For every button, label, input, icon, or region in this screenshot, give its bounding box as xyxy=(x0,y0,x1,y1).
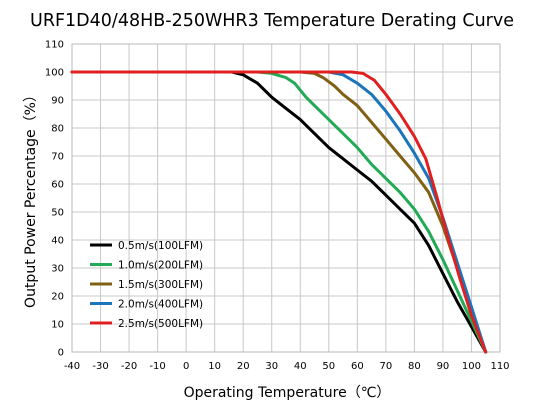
legend-label: 0.5m/s(100LFM) xyxy=(118,240,203,252)
tick-labels: -40 -30 -20 -10 0 10 20 30 40 50 60 70 80 90 100 110 0 10… xyxy=(45,40,510,373)
x-tick-label: 20 xyxy=(237,361,250,372)
x-tick-label: -20 xyxy=(121,361,137,372)
legend-label: 1.0m/s(200LFM) xyxy=(118,260,203,272)
y-tick-label: 110 xyxy=(45,40,64,51)
y-tick-label: 0 xyxy=(58,348,64,359)
y-tick-label: 70 xyxy=(51,152,64,163)
x-tick-label: 60 xyxy=(351,361,364,372)
x-tick-label: 40 xyxy=(294,361,307,372)
y-tick-label: 90 xyxy=(51,96,64,107)
x-tick-label: 0 xyxy=(183,361,189,372)
legend-label: 1.5m/s(300LFM) xyxy=(118,279,203,291)
series-line-2 xyxy=(70,70,488,354)
x-tick-label: 30 xyxy=(265,361,278,372)
series-lines xyxy=(70,70,488,354)
y-tick-label: 50 xyxy=(51,208,64,219)
x-tick-label: 110 xyxy=(490,361,509,372)
x-tick-label: 70 xyxy=(379,361,392,372)
y-tick-label: 40 xyxy=(51,236,64,247)
y-tick-label: 60 xyxy=(51,180,64,191)
y-axis-label: Output Power Percentage（%） xyxy=(23,88,39,308)
x-tick-label: -40 xyxy=(64,361,80,372)
y-tick-label: 20 xyxy=(51,292,64,303)
x-tick-label: 50 xyxy=(322,361,335,372)
series-line-1 xyxy=(70,70,488,354)
legend-label: 2.0m/s(400LFM) xyxy=(118,299,203,311)
x-tick-label: 100 xyxy=(462,361,481,372)
legend-label: 2.5m/s(500LFM) xyxy=(118,318,203,330)
series-line-5 xyxy=(70,70,488,354)
x-axis-label: Operating Temperature（℃） xyxy=(184,385,391,401)
x-tick-label: -10 xyxy=(149,361,165,372)
y-tick-label: 100 xyxy=(45,68,64,79)
y-tick-label: 80 xyxy=(51,124,64,135)
y-tick-label: 10 xyxy=(51,320,64,331)
legend: 0.5m/s(100LFM) 1.0m/s(200LFM) 1.5m/s(300LF… xyxy=(90,240,203,330)
x-tick-label: 90 xyxy=(437,361,450,372)
chart-title: URF1D40/48HB-250WHR3 Temperature Deratin… xyxy=(30,11,514,31)
x-tick-label: 80 xyxy=(408,361,421,372)
y-tick-label: 30 xyxy=(51,264,64,275)
x-tick-label: -30 xyxy=(92,361,108,372)
plot-area xyxy=(71,43,501,353)
x-tick-label: 10 xyxy=(208,361,221,372)
